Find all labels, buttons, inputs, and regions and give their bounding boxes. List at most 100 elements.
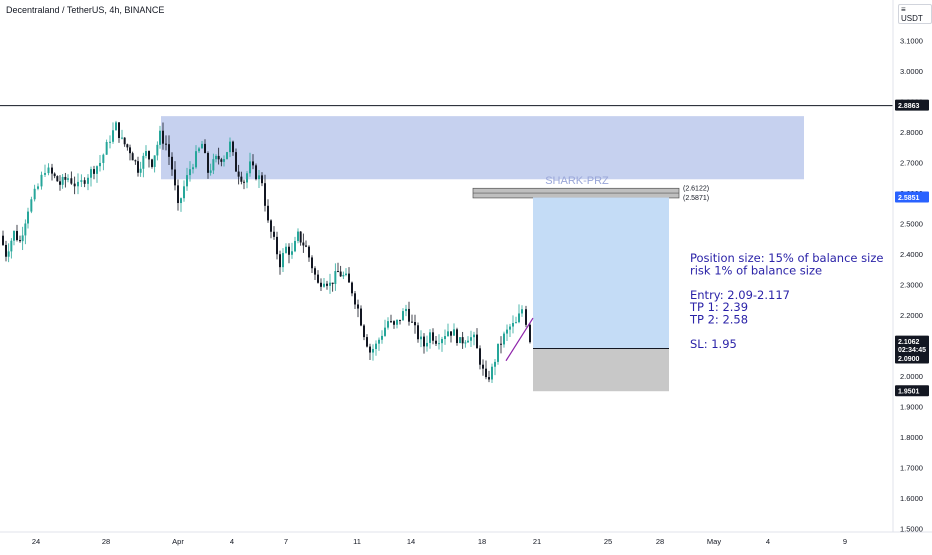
- candle-body: [282, 252, 284, 268]
- candle-body: [180, 198, 182, 204]
- y-tick-label: 1.7000: [900, 464, 923, 473]
- trendline[interactable]: [505, 317, 534, 362]
- candle-body: [131, 153, 134, 161]
- candle: [366, 334, 368, 348]
- candle-body: [189, 169, 191, 176]
- candle: [479, 345, 481, 370]
- x-tick-label: 25: [604, 537, 612, 546]
- candle: [467, 336, 469, 343]
- candle-body: [467, 340, 469, 343]
- candle: [223, 155, 225, 167]
- x-tick-label: 7: [284, 537, 288, 546]
- candle-body: [123, 137, 126, 145]
- note-line: risk 1% of balance size: [690, 263, 822, 277]
- candle-body: [279, 254, 281, 268]
- candle-body: [326, 283, 328, 286]
- candle: [459, 336, 461, 344]
- supply-zone[interactable]: [161, 116, 804, 180]
- candle-body: [432, 332, 434, 341]
- candle: [83, 177, 86, 188]
- candle-body: [99, 162, 101, 167]
- candle-body: [435, 340, 437, 344]
- candle: [399, 319, 401, 325]
- symbol-title[interactable]: Decentraland / TetherUS, 4h, BINANCE: [6, 5, 165, 15]
- candle-body: [441, 339, 443, 344]
- candle-body: [453, 329, 455, 336]
- candle: [16, 224, 18, 242]
- candle-body: [494, 361, 496, 367]
- candle-body: [183, 186, 185, 199]
- candle: [142, 152, 145, 178]
- candle-body: [204, 143, 206, 154]
- candle: [61, 173, 64, 189]
- candle-body: [162, 130, 164, 144]
- candle: [308, 245, 310, 262]
- candle-body: [177, 185, 179, 204]
- candle-body: [405, 308, 407, 312]
- currency-selector[interactable]: ≡ USDT: [898, 4, 932, 24]
- candle: [288, 243, 290, 264]
- candle: [162, 122, 164, 150]
- candle-body: [151, 159, 153, 167]
- candle: [229, 137, 231, 158]
- candle: [201, 141, 203, 149]
- candle: [171, 152, 173, 176]
- candle: [285, 243, 287, 254]
- candle-body: [51, 167, 53, 174]
- candle: [129, 144, 131, 161]
- candle: [189, 161, 191, 182]
- y-tick-label: 1.5000: [900, 525, 923, 534]
- candle: [7, 243, 10, 263]
- candle-body: [80, 180, 83, 182]
- candle-body: [30, 199, 33, 212]
- candle: [456, 327, 458, 346]
- candle: [153, 155, 156, 173]
- candle: [503, 331, 505, 348]
- candle: [360, 305, 362, 327]
- candle: [27, 207, 29, 229]
- candle: [151, 158, 153, 169]
- candle: [192, 163, 194, 174]
- candle-body: [109, 141, 111, 143]
- candle-body: [235, 152, 237, 172]
- candle-body: [503, 333, 505, 345]
- x-tick-label: 24: [32, 537, 40, 546]
- x-tick-label: 28: [102, 537, 110, 546]
- candle: [408, 301, 410, 326]
- candle: [126, 143, 129, 151]
- candle: [195, 145, 197, 169]
- candle-body: [37, 186, 39, 189]
- candle: [348, 267, 350, 283]
- candle-body: [438, 343, 440, 345]
- candle-body: [249, 161, 251, 174]
- candle-body: [291, 251, 293, 255]
- price-tag-line-bg: [895, 99, 929, 111]
- candle: [156, 141, 159, 161]
- candle: [320, 278, 322, 291]
- candle-body: [7, 251, 10, 257]
- candle-body: [16, 230, 18, 241]
- candle: [273, 226, 275, 240]
- candle-body: [255, 165, 257, 180]
- candle: [267, 199, 269, 223]
- candle-body: [139, 168, 142, 173]
- candle: [121, 129, 123, 140]
- y-tick-label: 1.8000: [900, 433, 923, 442]
- x-tick-label: Apr: [172, 537, 184, 546]
- candle: [47, 163, 50, 176]
- loss-zone[interactable]: [533, 348, 669, 392]
- candle-body: [93, 169, 95, 174]
- candle-body: [444, 336, 446, 340]
- candle-body: [243, 181, 245, 183]
- candle-body: [414, 322, 416, 326]
- profit-zone[interactable]: [533, 197, 669, 349]
- candle: [485, 360, 487, 380]
- candle-body: [334, 271, 337, 284]
- candle: [476, 328, 478, 349]
- candle: [102, 153, 105, 171]
- candle: [30, 196, 33, 214]
- candle: [131, 151, 134, 161]
- candle-body: [354, 293, 356, 305]
